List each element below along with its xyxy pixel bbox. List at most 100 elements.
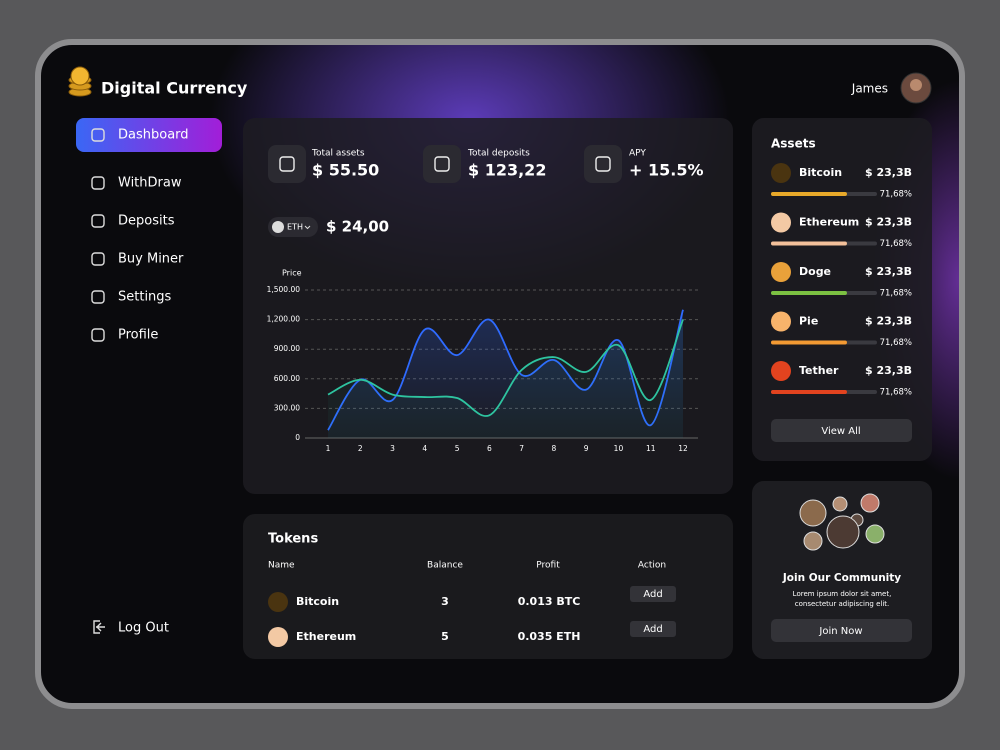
asset-name: Doge: [799, 265, 831, 278]
line-area: [328, 309, 683, 438]
x-tick-label: 2: [358, 444, 363, 453]
nav-item[interactable]: Profile: [118, 328, 158, 343]
column-header: Name: [268, 561, 295, 571]
join-label[interactable]: Join Now: [818, 626, 862, 637]
token-balance: 5: [441, 630, 449, 643]
nav-item[interactable]: WithDraw: [118, 176, 182, 191]
token-profit: 0.035 ETH: [518, 630, 581, 643]
line-area: [328, 319, 683, 438]
column-header: Action: [638, 561, 666, 571]
x-tick-label: 5: [455, 444, 460, 453]
logout[interactable]: Log Out: [118, 621, 169, 636]
asset-icon: [771, 212, 791, 233]
asset-icon: [771, 163, 791, 183]
asset-value: $ 23,3B: [865, 364, 912, 377]
token-balance: 3: [441, 595, 449, 608]
add-button-label[interactable]: Add: [643, 589, 662, 600]
stat-label: APY: [629, 149, 646, 159]
token-icon: [268, 592, 288, 612]
asset-percent: 71,68%: [880, 239, 912, 249]
stat-value: $ 55.50: [312, 161, 379, 180]
nav-item[interactable]: Buy Miner: [118, 252, 184, 267]
nav-item[interactable]: Dashboard: [118, 128, 189, 143]
chevron: [304, 225, 311, 230]
member-avatar: [860, 493, 880, 513]
x-tick-label: 6: [487, 444, 492, 453]
token-name: Bitcoin: [296, 595, 339, 608]
x-tick-label: 1: [326, 444, 331, 453]
user-name: James: [851, 82, 888, 96]
stat-glyph: [595, 156, 611, 172]
view-all-label[interactable]: View All: [821, 426, 860, 437]
add-button-label[interactable]: Add: [643, 624, 662, 635]
nav-icon: [91, 252, 105, 266]
asset-name: Tether: [799, 364, 839, 377]
add-button[interactable]: [630, 621, 676, 637]
asset-value: $ 23,3B: [865, 166, 912, 179]
x-tick-label: 9: [584, 444, 589, 453]
stat-label: Total deposits: [467, 149, 530, 159]
x-tick-label: 10: [614, 444, 624, 453]
tokens-card: [243, 514, 733, 659]
nav-active[interactable]: [76, 118, 222, 152]
asset-icon: [771, 361, 791, 381]
axis-title: Price: [282, 269, 302, 278]
community-text: Lorem ipsum dolor sit amet,: [793, 590, 892, 598]
asset-value: $ 23,3B: [865, 265, 912, 278]
column-header: Balance: [427, 561, 463, 571]
stat-glyph: [279, 156, 295, 172]
stat-glyph: [434, 156, 450, 172]
coin-icon: [272, 221, 284, 233]
progress-fill: [771, 241, 847, 246]
progress-fill: [771, 192, 847, 196]
asset-name: Pie: [799, 315, 818, 328]
y-tick-label: 300.00: [274, 403, 300, 412]
x-tick-label: 3: [390, 444, 395, 453]
community-text: consectetur adipiscing elit.: [795, 600, 889, 608]
nav-icon: [91, 128, 105, 142]
join-button[interactable]: [771, 619, 912, 642]
x-tick-label: 8: [552, 444, 557, 453]
add-button[interactable]: [630, 586, 676, 602]
line-series: [327, 319, 684, 417]
y-tick-label: 900.00: [274, 344, 300, 353]
x-tick-label: 7: [519, 444, 524, 453]
nav-icon: [91, 290, 105, 304]
line-series: [327, 309, 684, 431]
nav-item[interactable]: Deposits: [118, 214, 175, 229]
assets-title: Assets: [771, 137, 816, 151]
nav-item[interactable]: Settings: [118, 290, 172, 305]
x-tick-label: 12: [678, 444, 688, 453]
asset-value: $ 23,3B: [865, 216, 912, 229]
column-header: Profit: [536, 561, 560, 571]
coin: [70, 66, 90, 86]
view-all-button[interactable]: [771, 419, 912, 442]
nav-icon: [91, 214, 105, 228]
stat-value: $ 123,22: [468, 161, 546, 180]
stat-icon: [423, 145, 461, 183]
y-tick-label: 600.00: [274, 374, 300, 383]
asset-name: Bitcoin: [799, 166, 842, 179]
token-icon: [268, 627, 288, 647]
assets-card: [752, 118, 932, 461]
member-avatar: [832, 496, 848, 512]
asset-icon: [771, 262, 791, 282]
y-tick-label: 1,500.00: [267, 285, 301, 294]
content: Digital Currency James Dashboard WithDraw De…: [68, 66, 932, 659]
logo: [68, 66, 92, 97]
progress-fill: [771, 340, 847, 345]
token-profit: 0.013 BTC: [518, 595, 581, 608]
member-avatar: [865, 524, 885, 544]
avatar-face: [910, 79, 922, 91]
token-name: Ethereum: [296, 630, 356, 643]
asset-percent: 71,68%: [880, 338, 912, 348]
stat-icon: [584, 145, 622, 183]
asset-percent: 71,68%: [880, 190, 912, 200]
stat-label: Total assets: [311, 149, 365, 159]
asset-percent: 71,68%: [880, 388, 912, 398]
member-avatar: [803, 531, 823, 551]
progress-fill: [771, 291, 847, 295]
nav-icon: [91, 328, 105, 342]
